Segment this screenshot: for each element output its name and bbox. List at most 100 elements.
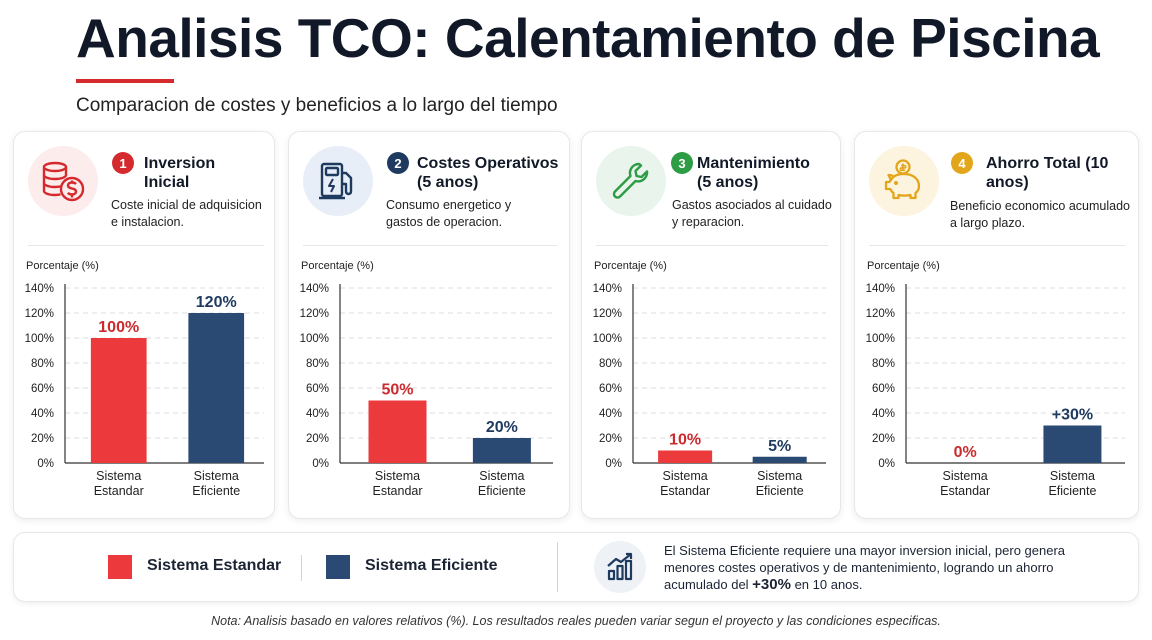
y-tick-label: 40% <box>306 408 329 420</box>
y-tick-label: 120% <box>25 308 54 320</box>
x-tick-label-estandar: Sistema Estandar <box>660 469 710 498</box>
card-number-badge: 1 <box>112 152 134 174</box>
y-tick-label: 20% <box>599 433 622 445</box>
y-tick-label: 140% <box>25 283 54 295</box>
y-tick-label: 100% <box>300 333 329 345</box>
y-tick-label: 20% <box>31 433 54 445</box>
bar-estandar <box>368 400 427 463</box>
legend-swatch-eficiente <box>326 555 350 579</box>
y-tick-label: 80% <box>599 358 622 370</box>
y-tick-label: 140% <box>866 283 895 295</box>
y-tick-label: 20% <box>306 433 329 445</box>
x-tick-label-eficiente: Sistema Eficiente <box>192 469 240 498</box>
y-tick-label: 0% <box>878 458 895 470</box>
legend-swatch-estandar <box>108 555 132 579</box>
data-label-eficiente: 5% <box>768 438 791 455</box>
data-label-estandar: 50% <box>381 382 413 399</box>
y-tick-label: 80% <box>872 358 895 370</box>
y-tick-label: 100% <box>593 333 622 345</box>
y-tick-label: 80% <box>31 358 54 370</box>
data-label-eficiente: 20% <box>486 419 518 436</box>
footnote: Nota: Analisis basado en valores relativ… <box>211 614 941 628</box>
bar-chart-costes-operativos: Porcentaje (%) 0% 20% 40% 60% 80% 100% 120% 140%… <box>300 260 553 498</box>
y-tick-label: 20% <box>872 433 895 445</box>
y-tick-label: 60% <box>872 383 895 395</box>
page-title: Analisis TCO: Calentamiento de Piscina <box>76 7 1100 69</box>
y-tick-label: 40% <box>599 408 622 420</box>
y-tick-label: 40% <box>31 408 54 420</box>
data-label-eficiente: +30% <box>1052 407 1093 424</box>
x-tick-label-estandar: Sistema Estandar <box>372 469 422 498</box>
title-underline <box>76 79 174 83</box>
y-tick-label: 140% <box>300 283 329 295</box>
y-tick-label: 60% <box>306 383 329 395</box>
bar-eficiente <box>472 438 531 463</box>
bar-estandar <box>658 450 713 463</box>
bar-eficiente <box>752 456 807 463</box>
card-number-badge: 3 <box>671 152 693 174</box>
x-tick-label-eficiente: Sistema Eficiente <box>1048 469 1096 498</box>
legend-divider <box>301 555 302 581</box>
card-number-badge: 4 <box>951 152 973 174</box>
y-axis-label: Porcentaje (%) <box>301 260 374 272</box>
y-tick-label: 120% <box>866 308 895 320</box>
summary-divider <box>557 542 558 592</box>
y-tick-label: 140% <box>593 283 622 295</box>
card-mantenimiento: 3 Mantenimiento (5 anos) Gastos asociado… <box>581 131 841 519</box>
page-subtitle: Comparacion de costes y beneficios a lo … <box>76 95 558 116</box>
bar-eficiente <box>1043 425 1102 463</box>
y-tick-label: 60% <box>31 383 54 395</box>
y-tick-label: 120% <box>300 308 329 320</box>
x-tick-label-estandar: Sistema Estandar <box>94 469 144 498</box>
x-tick-label-eficiente: Sistema Eficiente <box>478 469 526 498</box>
y-tick-label: 80% <box>306 358 329 370</box>
y-tick-label: 0% <box>312 458 329 470</box>
piggy-bank-icon <box>869 146 939 216</box>
card-description: Consumo energetico y gastos de operacion… <box>386 198 512 229</box>
card-divider <box>303 245 557 246</box>
y-axis-label: Porcentaje (%) <box>26 260 99 272</box>
card-number-badge: 2 <box>387 152 409 174</box>
card-description: Gastos asociados al cuidado y reparacion… <box>672 198 832 229</box>
data-label-estandar: 0% <box>954 444 977 461</box>
bar-estandar <box>90 338 147 463</box>
card-costes-operativos: 2 Costes Operativos (5 anos) Consumo ene… <box>288 131 570 519</box>
card-description: Coste inicial de adquisicion e instalaci… <box>111 198 262 229</box>
coins-dollar-icon <box>28 146 98 216</box>
fuel-pump-icon <box>303 146 373 216</box>
bar-chart-mantenimiento: Porcentaje (%) 0% 20% 40% 60% 80% 100% 120% 140%… <box>593 260 826 498</box>
y-axis-label: Porcentaje (%) <box>867 260 940 272</box>
legend-label-eficiente: Sistema Eficiente <box>365 557 498 574</box>
data-label-eficiente: 120% <box>196 294 237 311</box>
card-description: Beneficio economico acumulado a largo pl… <box>950 199 1130 230</box>
card-divider <box>596 245 828 246</box>
card-divider <box>869 245 1125 246</box>
x-tick-label-estandar: Sistema Estandar <box>940 469 990 498</box>
card-title: Mantenimiento (5 anos) <box>697 155 810 191</box>
card-ahorro-total: 4 Ahorro Total (10 anos) Beneficio econo… <box>854 131 1139 519</box>
y-tick-label: 100% <box>866 333 895 345</box>
summary-text: El Sistema Eficiente requiere una mayor … <box>664 543 1066 593</box>
x-tick-label-eficiente: Sistema Eficiente <box>756 469 804 498</box>
y-tick-label: 60% <box>599 383 622 395</box>
bar-eficiente <box>188 313 245 463</box>
y-axis-label: Porcentaje (%) <box>594 260 667 272</box>
chart-growth-icon <box>594 541 646 593</box>
card-title: Inversion Inicial <box>144 155 216 191</box>
card-divider <box>28 245 264 246</box>
card-title: Ahorro Total (10 anos) <box>986 155 1109 191</box>
card-title: Costes Operativos (5 anos) <box>417 155 559 191</box>
wrench-icon <box>596 146 666 216</box>
legend-summary-panel: Sistema Estandar Sistema Eficiente El Si… <box>13 532 1139 602</box>
y-tick-label: 0% <box>605 458 622 470</box>
bar-chart-inversion: Porcentaje (%) 0% 20% 40% 60% 80% 100% 120% 140%… <box>25 260 264 498</box>
data-label-estandar: 10% <box>669 432 701 449</box>
card-inversion-inicial: 1 Inversion Inicial Coste inicial de adq… <box>13 131 275 519</box>
bar-chart-ahorro-total: Porcentaje (%) 0% 20% 40% 60% 80% 100% 120% 140%… <box>866 260 1125 498</box>
summary-highlight: +30% <box>752 576 791 593</box>
data-label-estandar: 100% <box>98 319 139 336</box>
y-tick-label: 100% <box>25 333 54 345</box>
legend-label-estandar: Sistema Estandar <box>147 557 282 574</box>
y-tick-label: 120% <box>593 308 622 320</box>
y-tick-label: 40% <box>872 408 895 420</box>
